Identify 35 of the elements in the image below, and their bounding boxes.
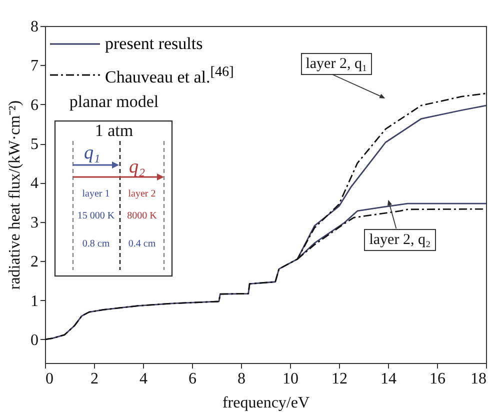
y-axis-title: radiative heat flux/(kW·cm⁻²) (6, 100, 24, 290)
x-tick-label: 10 (282, 370, 298, 388)
annotation: q₁ (84, 142, 100, 164)
legend-label: Chauveau et al.$^{[46]}$ (105, 63, 234, 89)
annotation: q₂ (128, 156, 146, 178)
y-tick-label: 3 (30, 214, 38, 232)
y-tick-label: 6 (30, 96, 38, 114)
annotation: 0.8 cm (82, 238, 110, 250)
y-tick-label: 5 (30, 136, 38, 154)
x-tick-label: 2 (90, 370, 98, 388)
x-tick-label: 8 (238, 370, 246, 388)
annotation: planar model (69, 92, 159, 111)
y-tick-label: 0 (30, 332, 38, 349)
annotation: layer 2, q₁ (300, 52, 372, 75)
y-tick-label: 4 (30, 175, 38, 192)
annotation: layer 2 (128, 188, 156, 200)
annotation: 15 000 K (77, 210, 116, 222)
annotation: 1 atm (94, 120, 134, 140)
y-tick-label: 1 (30, 292, 38, 310)
y-tick-label: 8 (30, 18, 38, 36)
x-tick-label: 12 (332, 370, 348, 388)
x-axis-title: frequency/eV (222, 394, 310, 412)
y-tick-label: 2 (30, 254, 38, 271)
annotation: layer 2, q₂ (364, 228, 436, 251)
y-tick-label: 7 (30, 58, 38, 75)
x-tick-label: 4 (140, 370, 148, 388)
x-tick-label: 14 (380, 370, 396, 388)
annotation: 8000 K (127, 210, 158, 222)
annotation: layer 1 (82, 188, 110, 200)
legend-label: present results (105, 33, 203, 55)
annotation: 0.4 cm (128, 238, 156, 250)
x-tick-label: 6 (188, 370, 196, 388)
x-tick-label: 0 (46, 370, 54, 388)
x-tick-label: 16 (430, 370, 446, 388)
x-tick-label: 18 (470, 370, 486, 388)
